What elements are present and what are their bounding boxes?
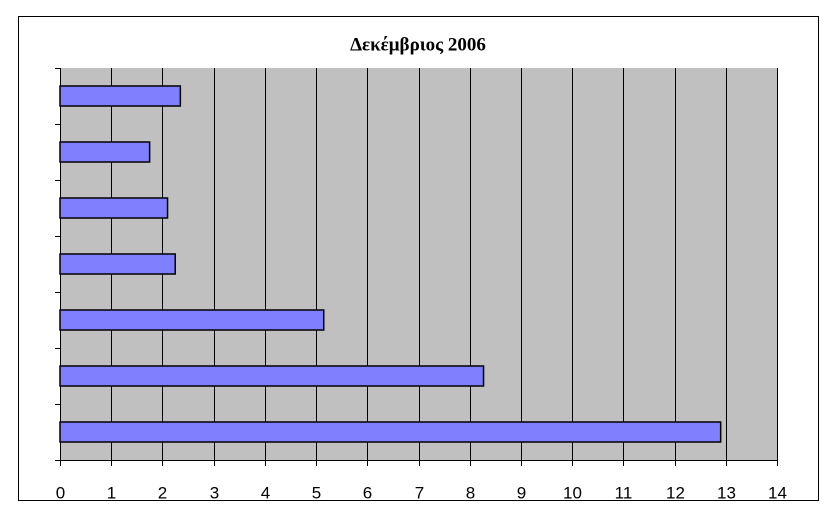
bar — [59, 197, 169, 219]
x-tick-label: 12 — [666, 483, 685, 502]
bar — [59, 253, 176, 275]
chart-title: Δεκέμβριος 2006 — [350, 34, 486, 55]
plot-area — [60, 68, 777, 460]
x-tick-label: 1 — [107, 483, 116, 502]
bar — [59, 85, 182, 107]
x-tick-label: 2 — [158, 483, 167, 502]
bar — [59, 141, 151, 163]
x-tick-label: 3 — [210, 483, 219, 502]
x-tick-label: 7 — [415, 483, 424, 502]
x-tick-label: 8 — [466, 483, 475, 502]
x-tick-label: 14 — [768, 483, 787, 502]
x-tick-label: 4 — [261, 483, 270, 502]
bar — [59, 365, 485, 387]
x-tick-label: 13 — [717, 483, 736, 502]
x-tick-label: 5 — [312, 483, 321, 502]
x-tick-label: 0 — [56, 483, 65, 502]
bar — [59, 421, 722, 443]
x-tick-label: 11 — [615, 483, 633, 502]
x-tick-label: 6 — [363, 483, 372, 502]
x-tick-label: 10 — [563, 483, 582, 502]
x-tick-label: 9 — [517, 483, 526, 502]
bar — [59, 309, 325, 331]
